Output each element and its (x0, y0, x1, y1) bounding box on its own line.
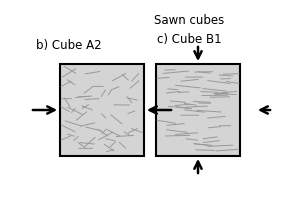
Bar (60, 64, 144, 156)
Bar (156, 64, 240, 156)
Text: b) Cube A2: b) Cube A2 (36, 40, 102, 52)
Text: Sawn cubes: Sawn cubes (154, 14, 224, 26)
Text: c) Cube B1: c) Cube B1 (157, 33, 221, 46)
